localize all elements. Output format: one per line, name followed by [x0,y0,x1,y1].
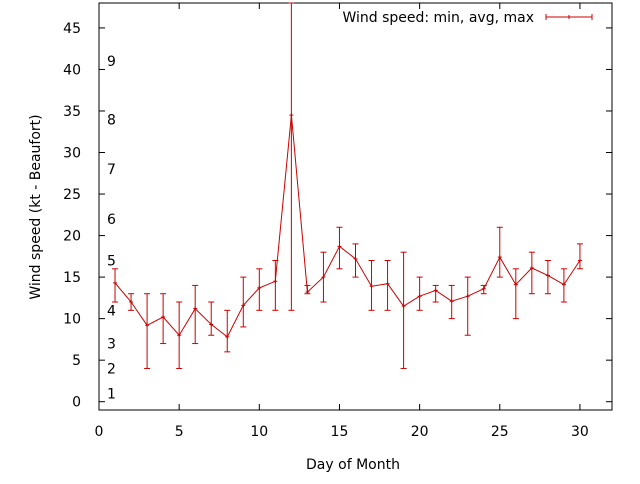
avg-point [305,290,310,295]
y-tick-label: 45 [63,21,81,37]
avg-point [337,244,342,249]
x-tick-label: 0 [95,424,104,440]
avg-point [513,282,518,287]
plot-frame [98,2,613,411]
y-tick-label: 30 [63,146,81,162]
y-tick-label: 25 [63,187,81,203]
beaufort-label: 7 [107,162,116,178]
avg-point [209,322,214,327]
avg-point [449,299,454,304]
y-tick-label: 35 [63,104,81,120]
beaufort-label: 5 [107,253,116,269]
x-tick-label: 20 [411,424,429,440]
beaufort-label: 6 [107,212,116,228]
y-axis-label: Wind speed (kt - Beaufort) [28,114,44,299]
legend-swatch [545,14,593,20]
avg-point [241,303,246,308]
legend: Wind speed: min, avg, max [342,10,593,26]
x-tick-label: 30 [571,424,589,440]
y-tick-label: 20 [63,229,81,245]
legend-label: Wind speed: min, avg, max [342,10,534,26]
avg-point [273,279,278,284]
axis-ticks [98,3,612,410]
beaufort-label: 8 [107,112,116,128]
beaufort-label: 4 [107,303,116,319]
avg-point [257,285,262,290]
avg-point [369,284,374,289]
avg-point [145,323,150,328]
y-tick-label: 40 [63,62,81,78]
beaufort-label: 9 [107,54,116,70]
y-tick-label: 10 [63,312,81,328]
series-layer [112,2,583,369]
y-tick-label: 15 [63,270,81,286]
avg-point [289,113,294,118]
avg-point [545,273,550,278]
x-axis-label: Day of Month [306,457,400,473]
y-tick-label: 5 [72,353,81,369]
avg-point [465,294,470,299]
avg-point [321,275,326,280]
x-tick-label: 25 [491,424,509,440]
beaufort-label: 3 [107,337,116,353]
y-tick-label: 0 [72,395,81,411]
avg-point [177,333,182,338]
avg-point [529,265,534,270]
avg-point [433,288,438,293]
avg-point [577,258,582,263]
avg-point [129,300,134,305]
avg-point [385,281,390,286]
x-tick-label: 10 [250,424,268,440]
avg-point [193,306,198,311]
x-tick-label: 5 [175,424,184,440]
avg-line [114,115,581,338]
avg-point [225,334,230,339]
beaufort-labels: 1 2 3 4 5 6 7 8 9 [107,54,116,402]
avg-point [353,256,358,261]
avg-point [161,314,166,319]
avg-point [401,304,406,309]
avg-point [497,255,502,260]
avg-point [561,282,566,287]
avg-point [417,294,422,299]
avg-point [113,280,118,285]
beaufort-label: 2 [107,361,116,377]
avg-point [481,286,486,291]
x-tick-label: 15 [331,424,349,440]
beaufort-label: 1 [107,386,116,402]
